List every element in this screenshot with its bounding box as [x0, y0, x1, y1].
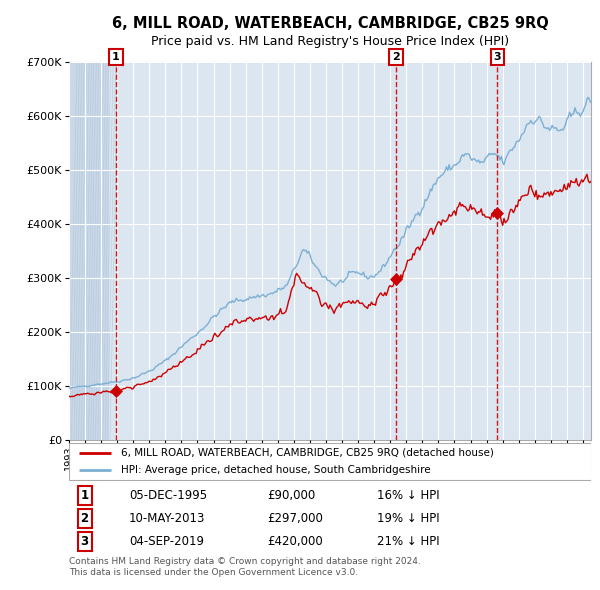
- Text: 04-SEP-2019: 04-SEP-2019: [129, 535, 204, 548]
- Text: 6, MILL ROAD, WATERBEACH, CAMBRIDGE, CB25 9RQ (detached house): 6, MILL ROAD, WATERBEACH, CAMBRIDGE, CB2…: [121, 448, 494, 458]
- Text: 2: 2: [392, 52, 400, 62]
- Text: 3: 3: [80, 535, 89, 548]
- Text: 21% ↓ HPI: 21% ↓ HPI: [377, 535, 440, 548]
- Text: 16% ↓ HPI: 16% ↓ HPI: [377, 489, 440, 502]
- Text: 19% ↓ HPI: 19% ↓ HPI: [377, 512, 440, 525]
- Text: 10-MAY-2013: 10-MAY-2013: [129, 512, 205, 525]
- Text: 6, MILL ROAD, WATERBEACH, CAMBRIDGE, CB25 9RQ: 6, MILL ROAD, WATERBEACH, CAMBRIDGE, CB2…: [112, 16, 548, 31]
- Text: 1: 1: [80, 489, 89, 502]
- Text: 2: 2: [80, 512, 89, 525]
- Text: 1: 1: [112, 52, 120, 62]
- Text: HPI: Average price, detached house, South Cambridgeshire: HPI: Average price, detached house, Sout…: [121, 466, 431, 476]
- Text: £90,000: £90,000: [268, 489, 316, 502]
- Text: £420,000: £420,000: [268, 535, 323, 548]
- Text: 3: 3: [494, 52, 501, 62]
- Text: £297,000: £297,000: [268, 512, 323, 525]
- FancyBboxPatch shape: [69, 443, 591, 480]
- Bar: [69, 62, 109, 440]
- Text: Contains HM Land Registry data © Crown copyright and database right 2024.
This d: Contains HM Land Registry data © Crown c…: [69, 558, 421, 577]
- Text: Price paid vs. HM Land Registry's House Price Index (HPI): Price paid vs. HM Land Registry's House …: [151, 35, 509, 48]
- Text: 05-DEC-1995: 05-DEC-1995: [129, 489, 207, 502]
